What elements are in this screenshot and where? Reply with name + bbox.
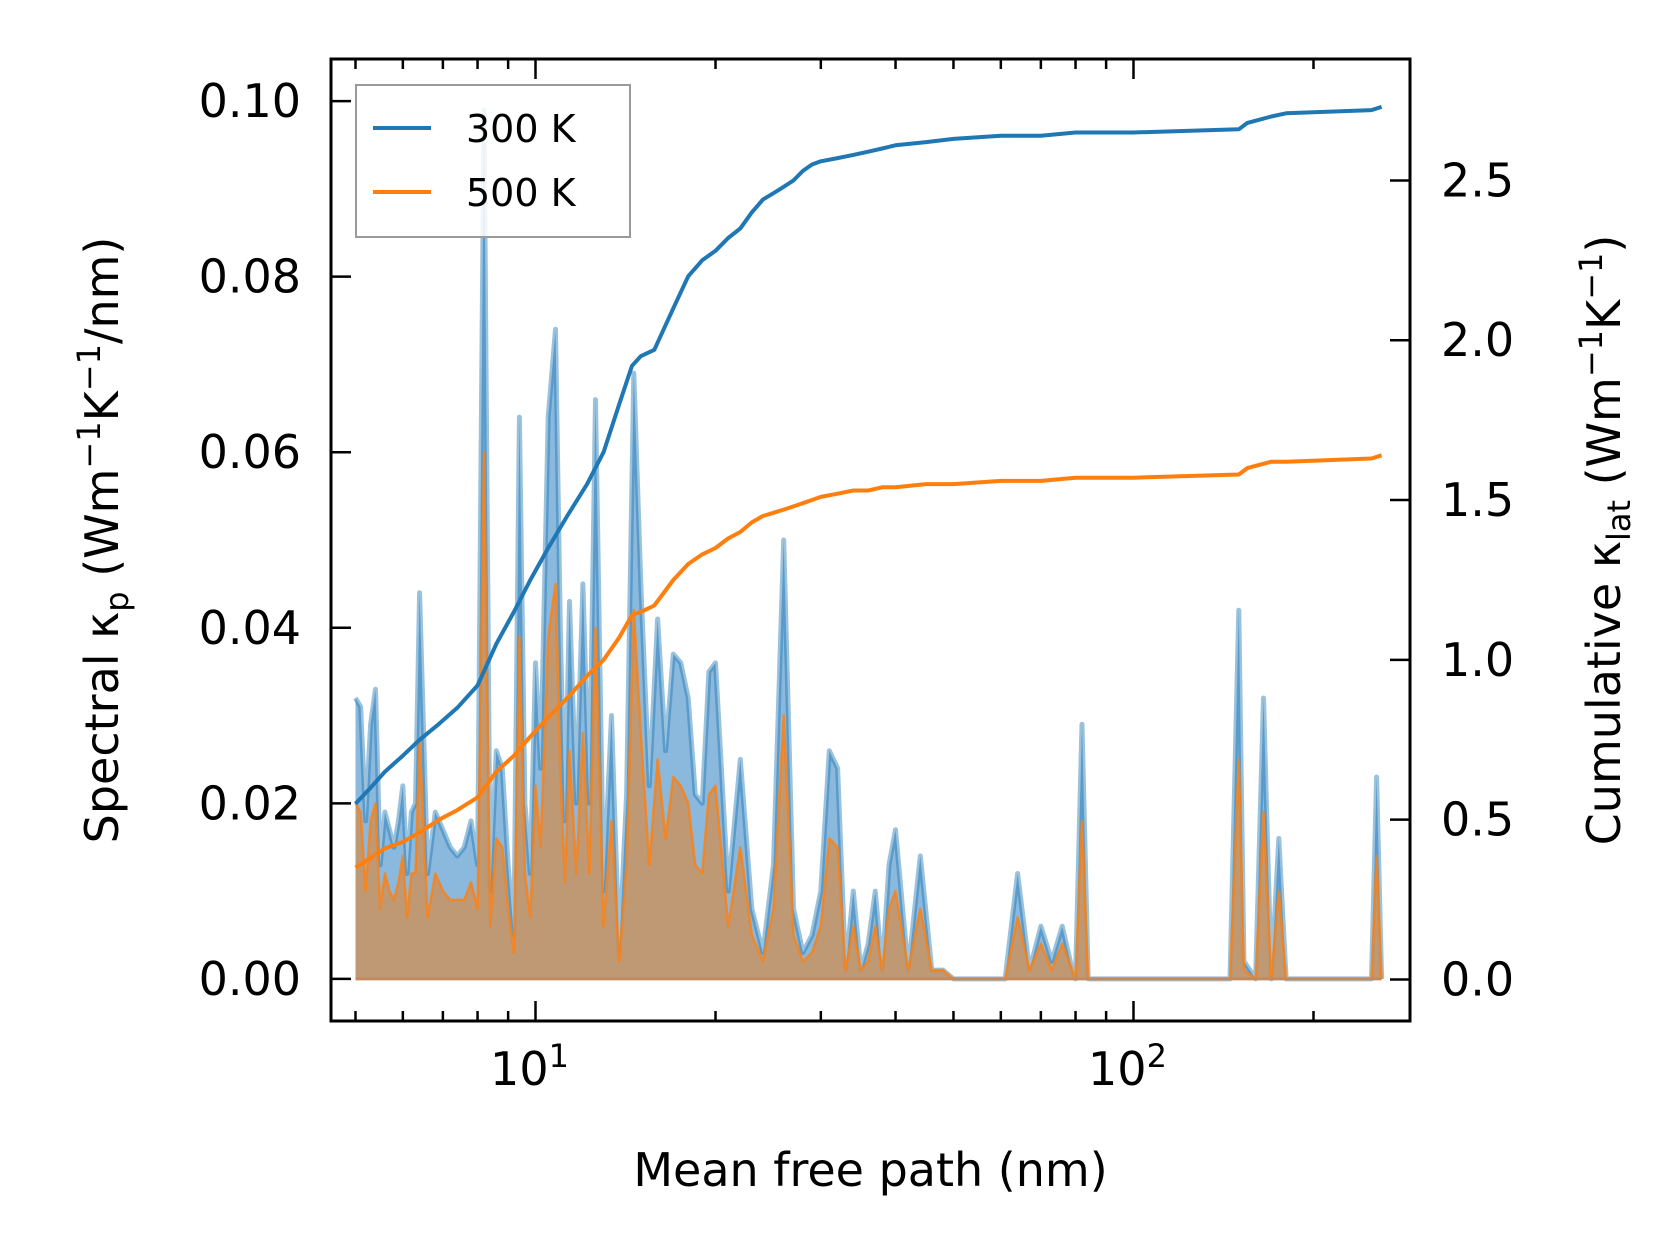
y-left-axis-label-main: Spectral κ [75,612,129,844]
x-tick-label: 101 [490,1037,569,1096]
y-left-axis-label-units-close: /nm) [75,237,129,344]
plot-area [353,104,1385,982]
y-left-tick-label: 0.06 [199,425,301,479]
y-left-axis-label-units: (Wm [75,469,129,592]
legend-box [355,84,631,238]
spectral-300k-area [355,109,1382,979]
y-right-tick-label: 0.5 [1441,793,1514,847]
y-left-tick-label: 0.02 [199,776,301,830]
y-right-tick-label: 1.5 [1441,473,1514,527]
y-right-tick-label: 2.5 [1441,153,1514,207]
legend-label: 300 K [466,107,577,151]
axes-frame [329,57,1412,1023]
y-right-axis-label-main: Cumulative κ [1577,541,1631,845]
y-left-axis-label-superscript: −1 [70,421,108,468]
axis-labels: 0.00 0.02 0.04 0.06 0.08 0.10 0.0 0.5 1.0 1.5 2.0 2… [70,74,1638,1197]
y-right-axis-label: Cumulative κlat (Wm−1K−1) [1572,235,1638,846]
y-right-axis-label-superscript: −1 [1572,253,1610,300]
x-tick-exponent: 2 [1147,1037,1167,1075]
y-right-tick-label: 1.0 [1441,633,1514,687]
y-right-axis-label-units-close: ) [1577,235,1631,253]
y-left-axis-label-subscript: p [98,591,136,611]
x-tick-exponent: 1 [549,1037,569,1075]
spectral-300k-line [353,107,1385,982]
x-tick-base: 10 [490,1042,549,1096]
y-right-axis-label-units-mid: K [1577,298,1631,330]
y-right-axis-label-superscript: −1 [1572,330,1610,377]
x-tick-label: 102 [1088,1037,1167,1096]
y-right-tick-label: 2.0 [1441,313,1514,367]
y-left-tick-label: 0.10 [199,74,301,128]
y-left-tick-label: 0.08 [199,250,301,304]
y-left-axis-label: Spectral κp (Wm−1K−1/nm) [70,237,136,844]
cumulative-300k-line [354,104,1383,806]
y-left-tick-label: 0.04 [199,601,301,655]
y-left-axis-label-superscript: −1 [70,344,108,391]
y-left-axis-label-units-mid: K [75,389,129,421]
spectral-500k-line [354,450,1383,981]
y-left-tick-label: 0.00 [199,952,301,1006]
y-right-axis-label-subscript: lat [1600,500,1638,541]
y-right-tick-label: 0.0 [1441,952,1514,1006]
axis-ticks [331,59,1410,1021]
x-tick-base: 10 [1088,1042,1147,1096]
cumulative-500k-line [354,453,1383,870]
legend-label: 500 K [466,171,577,215]
y-right-axis-label-units: (Wm [1577,377,1631,500]
legend: 300 K 500 K [355,84,631,238]
x-axis-label: Mean free path (nm) [633,1143,1107,1197]
